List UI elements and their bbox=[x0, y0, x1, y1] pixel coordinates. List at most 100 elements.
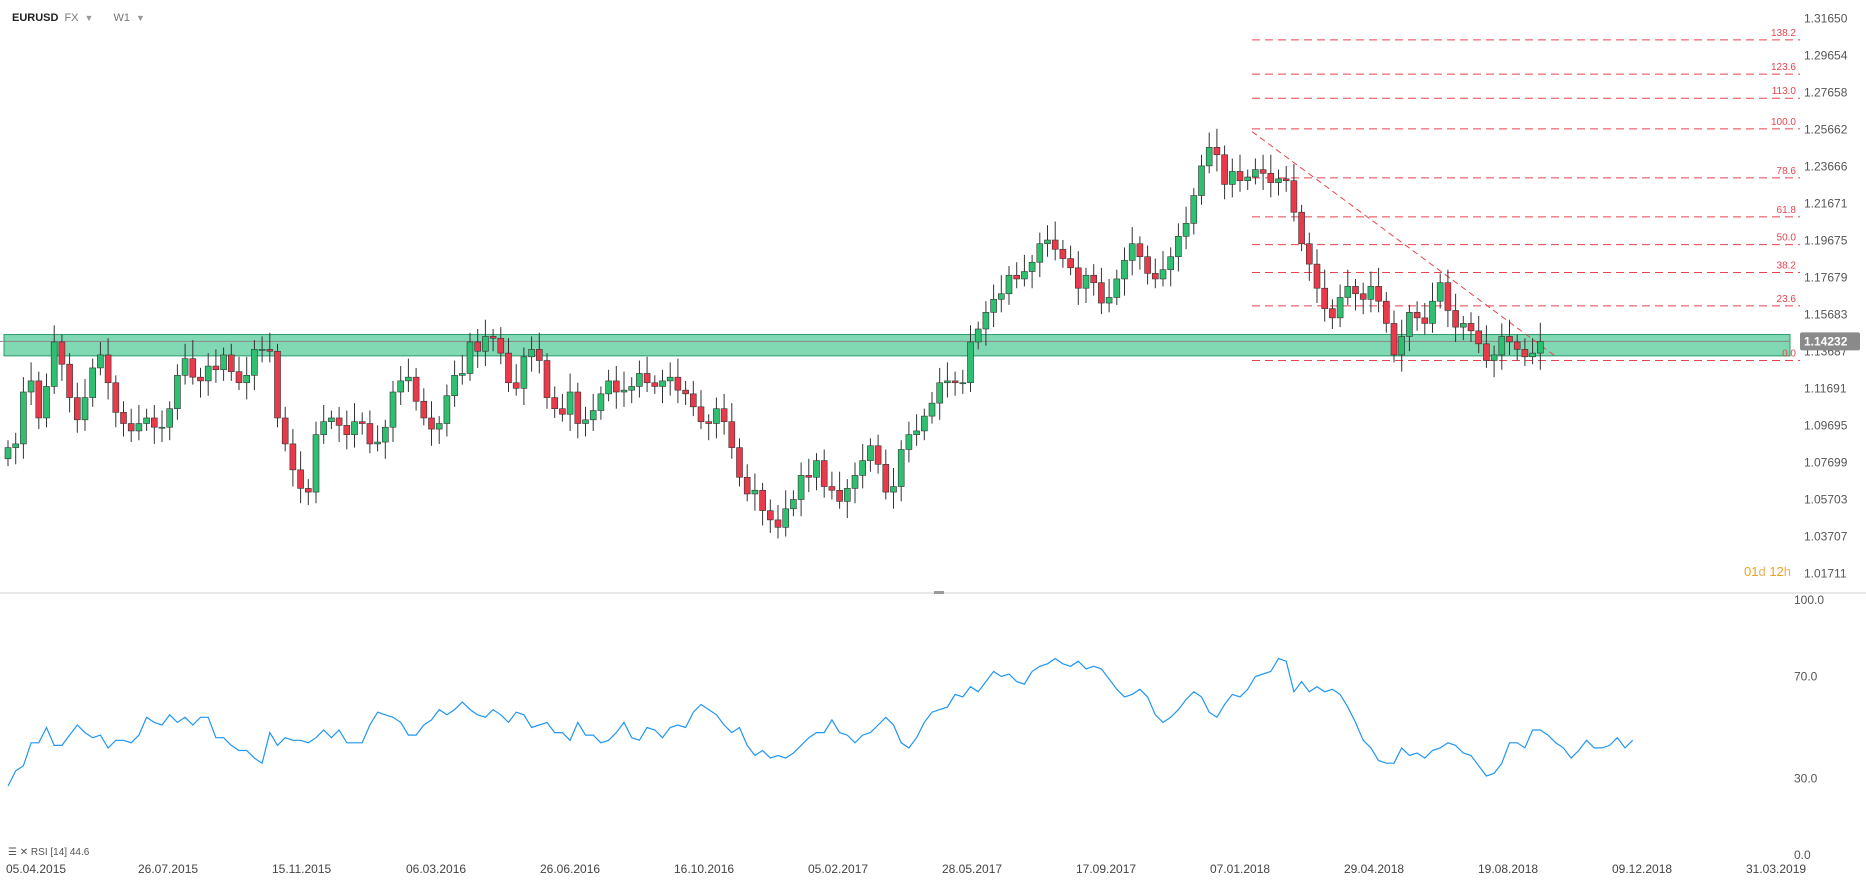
time-tick-label: 31.03.2019 bbox=[1746, 862, 1806, 876]
candle-body bbox=[974, 328, 982, 343]
candle-body bbox=[81, 397, 89, 421]
candle-body bbox=[1136, 243, 1144, 258]
timeframe-label[interactable]: W1 bbox=[113, 12, 130, 24]
candle-body bbox=[89, 367, 96, 398]
candle-body bbox=[1513, 341, 1521, 350]
candle-body bbox=[1467, 323, 1475, 332]
chart-header: EURUSD FX ▼ W1 ▼ bbox=[12, 12, 159, 24]
candle-body bbox=[97, 354, 104, 369]
market-label[interactable]: FX bbox=[64, 12, 79, 24]
candle-body bbox=[1282, 178, 1290, 182]
candle-body bbox=[27, 380, 35, 393]
candle-body bbox=[1336, 297, 1344, 319]
price-tick-label: 1.17679 bbox=[1804, 270, 1848, 284]
pane-resize-handle[interactable] bbox=[934, 591, 944, 594]
candle-body bbox=[1429, 300, 1436, 324]
candle-body bbox=[1406, 312, 1413, 337]
candle-body bbox=[1036, 243, 1044, 263]
time-tick-label: 19.08.2018 bbox=[1478, 862, 1538, 876]
candle-body bbox=[1113, 278, 1121, 298]
rsi-tick-label: 100.0 bbox=[1794, 593, 1824, 607]
price-tick-label: 1.29654 bbox=[1804, 49, 1848, 63]
time-tick-label: 09.12.2018 bbox=[1612, 862, 1672, 876]
candle-body bbox=[766, 510, 774, 521]
candle-body bbox=[158, 426, 166, 429]
candle-body bbox=[836, 489, 843, 502]
candle-body bbox=[1367, 286, 1375, 300]
candle-body bbox=[928, 402, 936, 417]
candle-body bbox=[1290, 180, 1298, 213]
candle-body bbox=[297, 469, 304, 489]
candle-body bbox=[1390, 323, 1398, 356]
candle-body bbox=[820, 460, 828, 487]
candle-body bbox=[1175, 236, 1182, 258]
price-tick-label: 1.01711 bbox=[1804, 566, 1847, 580]
candle-body bbox=[243, 375, 250, 384]
indicator-close-icon[interactable]: ✕ bbox=[19, 847, 29, 858]
candle-body bbox=[274, 350, 281, 419]
candle-body bbox=[1352, 286, 1359, 295]
candle-body bbox=[944, 380, 951, 384]
candle-body bbox=[35, 380, 43, 419]
candle-body bbox=[697, 406, 705, 422]
candle-body bbox=[1259, 169, 1267, 174]
fib-level-label: 113.0 bbox=[1772, 86, 1797, 97]
fib-level-label: 78.6 bbox=[1777, 166, 1797, 177]
candle-body bbox=[135, 423, 143, 432]
candle-body bbox=[612, 380, 620, 393]
symbol-label[interactable]: EURUSD bbox=[12, 12, 59, 24]
time-tick-label: 16.10.2016 bbox=[674, 862, 734, 876]
candle-body bbox=[1375, 286, 1382, 302]
rsi-value: 44.6 bbox=[69, 847, 90, 858]
fib-level-label: 138.2 bbox=[1771, 28, 1796, 39]
candle-body bbox=[628, 386, 636, 391]
candle-body bbox=[651, 382, 659, 387]
candle-body bbox=[12, 443, 19, 448]
candle-body bbox=[20, 391, 27, 445]
rsi-tick-label: 0.0 bbox=[1794, 848, 1811, 862]
candle-body bbox=[389, 391, 397, 428]
candle-body bbox=[104, 354, 112, 384]
timer-hours-unit: h bbox=[1783, 564, 1792, 579]
candle-body bbox=[189, 358, 197, 378]
candle-body bbox=[951, 380, 959, 384]
price-tick-label: 1.09695 bbox=[1804, 418, 1848, 432]
price-tick-label: 1.23666 bbox=[1804, 160, 1848, 174]
candle-body bbox=[967, 341, 974, 384]
candle-body bbox=[1144, 256, 1151, 274]
fib-level-label: 0.0 bbox=[1782, 349, 1796, 360]
trendline[interactable] bbox=[1251, 131, 1556, 357]
candle-body bbox=[1213, 147, 1221, 156]
candle-body bbox=[66, 363, 73, 398]
candle-body bbox=[1128, 243, 1136, 261]
candle-body bbox=[659, 380, 666, 387]
candle-body bbox=[805, 475, 813, 478]
support-resistance-zone[interactable] bbox=[3, 334, 1791, 357]
candle-body bbox=[605, 380, 612, 395]
candle-body bbox=[797, 475, 805, 500]
timeframe-dropdown-icon[interactable]: ▼ bbox=[135, 13, 145, 23]
candle-body bbox=[790, 499, 797, 510]
price-tick-label: 1.27658 bbox=[1804, 86, 1848, 100]
candle-body bbox=[235, 371, 243, 384]
fibonacci-retracement[interactable]: 0.0 23.6 38.2 50.0 61.8 78.6 100.0 113.0 123.6 13… bbox=[1252, 0, 1800, 362]
price-tick-label: 1.25662 bbox=[1804, 123, 1848, 137]
price-tick-label: 1.11691 bbox=[1804, 381, 1847, 395]
candle-body bbox=[528, 349, 535, 358]
fib-level-label: 100.0 bbox=[1771, 117, 1796, 128]
candle-body bbox=[913, 430, 920, 435]
candle-body bbox=[1152, 273, 1159, 280]
candle-body bbox=[990, 299, 997, 313]
candle-body bbox=[1252, 169, 1259, 178]
candle-body bbox=[312, 434, 320, 493]
candle-body bbox=[351, 421, 358, 435]
market-dropdown-icon[interactable]: ▼ bbox=[84, 13, 94, 23]
candle-body bbox=[1067, 258, 1074, 269]
candle-body bbox=[1021, 271, 1028, 280]
candle-body bbox=[905, 434, 913, 450]
candle-body bbox=[1506, 336, 1513, 343]
candle-body bbox=[1159, 269, 1167, 280]
candle-body bbox=[1529, 352, 1536, 358]
indicator-menu-icon[interactable]: ☰ bbox=[8, 847, 17, 858]
